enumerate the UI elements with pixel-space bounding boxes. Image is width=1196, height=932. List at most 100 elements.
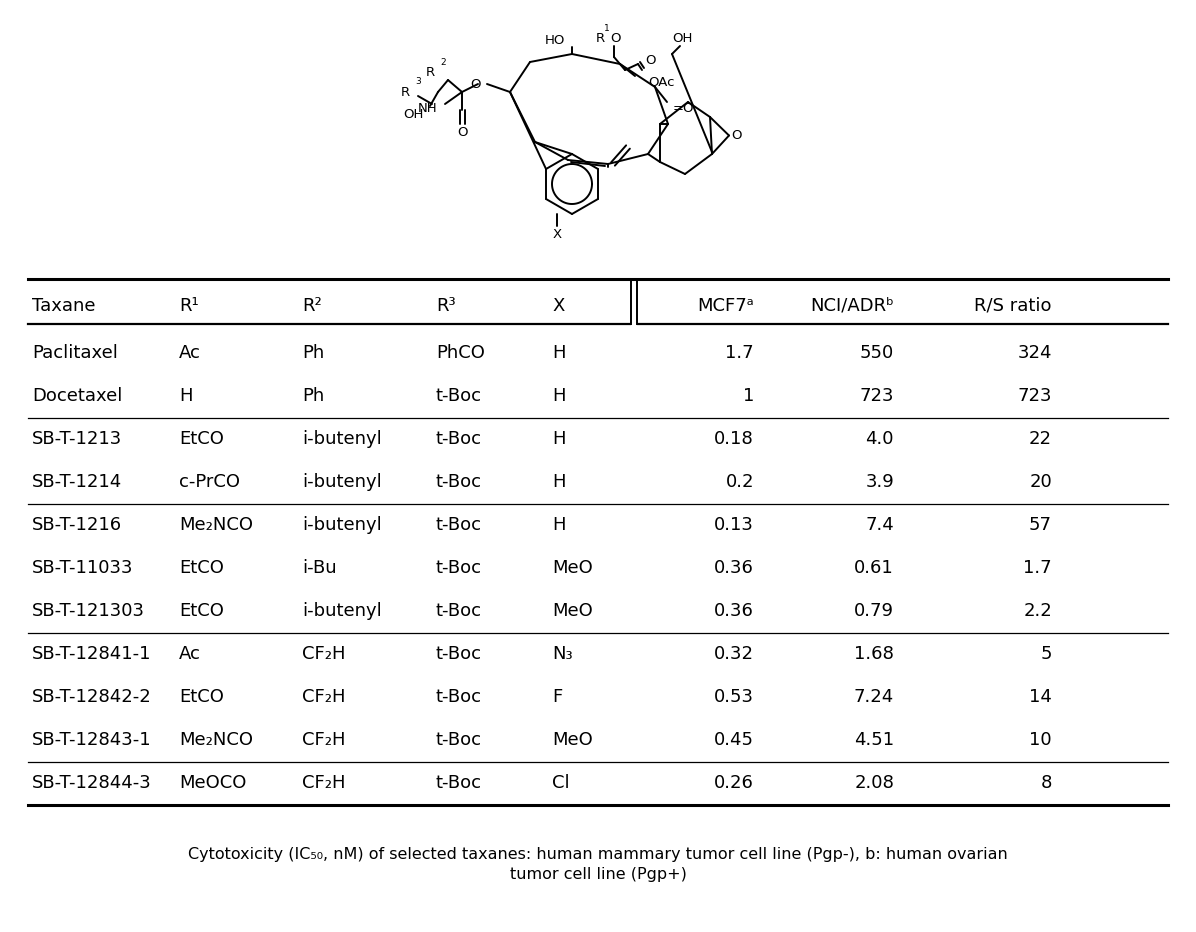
Text: 1: 1 [604,24,610,33]
Text: t-Boc: t-Boc [437,559,482,577]
Text: 10: 10 [1030,731,1052,749]
Text: SB-T-1216: SB-T-1216 [32,516,122,534]
Text: H: H [553,387,566,405]
Text: F: F [553,688,562,706]
Text: OH: OH [672,33,692,46]
Text: i-butenyl: i-butenyl [303,430,382,448]
Text: 723: 723 [860,387,893,405]
Text: R: R [426,66,435,79]
Text: R: R [401,86,410,99]
Text: X: X [553,297,565,315]
Text: HO: HO [544,34,565,48]
Text: EtCO: EtCO [179,602,224,620]
Text: i-butenyl: i-butenyl [303,473,382,491]
Text: Docetaxel: Docetaxel [32,387,122,405]
Text: NH: NH [417,102,437,115]
Text: t-Boc: t-Boc [437,430,482,448]
Text: CF₂H: CF₂H [303,774,346,792]
Text: 1: 1 [743,387,753,405]
Text: 2.08: 2.08 [854,774,893,792]
Text: 0.26: 0.26 [714,774,753,792]
Text: EtCO: EtCO [179,559,224,577]
Text: t-Boc: t-Boc [437,602,482,620]
Text: 0.18: 0.18 [714,430,753,448]
Text: t-Boc: t-Boc [437,688,482,706]
Text: 4.51: 4.51 [854,731,893,749]
Text: SB-T-11033: SB-T-11033 [32,559,134,577]
Text: SB-T-121303: SB-T-121303 [32,602,145,620]
Text: 1.7: 1.7 [1024,559,1052,577]
Text: SB-T-1214: SB-T-1214 [32,473,122,491]
Text: Me₂NCO: Me₂NCO [179,516,254,534]
Text: SB-T-12841-1: SB-T-12841-1 [32,645,152,663]
Text: 0.13: 0.13 [714,516,753,534]
Text: Cl: Cl [553,774,569,792]
Text: 20: 20 [1030,473,1052,491]
Text: R/S ratio: R/S ratio [975,297,1052,315]
Text: Ac: Ac [179,344,201,362]
Text: 14: 14 [1029,688,1052,706]
Text: 2: 2 [440,58,446,67]
Text: 3: 3 [415,77,421,86]
Text: OAc: OAc [648,75,675,89]
Text: MeO: MeO [553,602,593,620]
Text: i-butenyl: i-butenyl [303,602,382,620]
Text: Paclitaxel: Paclitaxel [32,344,118,362]
Text: H: H [553,430,566,448]
Text: 4.0: 4.0 [866,430,893,448]
Text: O: O [470,77,481,90]
Text: OH: OH [403,107,425,120]
Text: 723: 723 [1018,387,1052,405]
Text: H: H [179,387,193,405]
Text: MCF7ᵃ: MCF7ᵃ [697,297,753,315]
Text: 0.36: 0.36 [714,602,753,620]
Text: H: H [553,473,566,491]
Text: =O: =O [673,103,695,116]
Text: MeO: MeO [553,731,593,749]
Text: R: R [596,33,605,46]
Text: t-Boc: t-Boc [437,516,482,534]
Text: i-Bu: i-Bu [303,559,336,577]
Text: Ac: Ac [179,645,201,663]
Text: 3.9: 3.9 [865,473,893,491]
Text: Ph: Ph [303,344,324,362]
Text: PhCO: PhCO [437,344,484,362]
Text: c-PrCO: c-PrCO [179,473,240,491]
Text: MeO: MeO [553,559,593,577]
Text: H: H [553,516,566,534]
Text: 8: 8 [1041,774,1052,792]
Text: CF₂H: CF₂H [303,688,346,706]
Text: O: O [610,33,621,46]
Text: O: O [457,126,468,139]
Text: SB-T-12843-1: SB-T-12843-1 [32,731,152,749]
Text: t-Boc: t-Boc [437,387,482,405]
Text: Me₂NCO: Me₂NCO [179,731,254,749]
Text: 0.45: 0.45 [714,731,753,749]
Text: 0.36: 0.36 [714,559,753,577]
Text: NCI/ADRᵇ: NCI/ADRᵇ [810,297,893,315]
Text: O: O [732,129,743,142]
Text: Taxane: Taxane [32,297,96,315]
Text: 1.7: 1.7 [726,344,753,362]
Text: R²: R² [303,297,322,315]
Text: SB-T-1213: SB-T-1213 [32,430,122,448]
Text: EtCO: EtCO [179,430,224,448]
Text: 1.68: 1.68 [854,645,893,663]
Text: H: H [553,344,566,362]
Text: tumor cell line (Pgp+): tumor cell line (Pgp+) [509,868,687,883]
Text: t-Boc: t-Boc [437,731,482,749]
Text: O: O [645,53,655,66]
Text: 0.61: 0.61 [854,559,893,577]
Text: t-Boc: t-Boc [437,645,482,663]
Text: X: X [553,227,562,240]
Text: Cytotoxicity (IC₅₀, nM) of selected taxanes: human mammary tumor cell line (Pgp-: Cytotoxicity (IC₅₀, nM) of selected taxa… [188,847,1008,862]
Text: EtCO: EtCO [179,688,224,706]
Text: i-butenyl: i-butenyl [303,516,382,534]
Text: R¹: R¹ [179,297,199,315]
Text: 5: 5 [1041,645,1052,663]
Text: 57: 57 [1029,516,1052,534]
Text: 22: 22 [1029,430,1052,448]
Text: 0.2: 0.2 [726,473,753,491]
Text: MeOCO: MeOCO [179,774,246,792]
Text: CF₂H: CF₂H [303,731,346,749]
